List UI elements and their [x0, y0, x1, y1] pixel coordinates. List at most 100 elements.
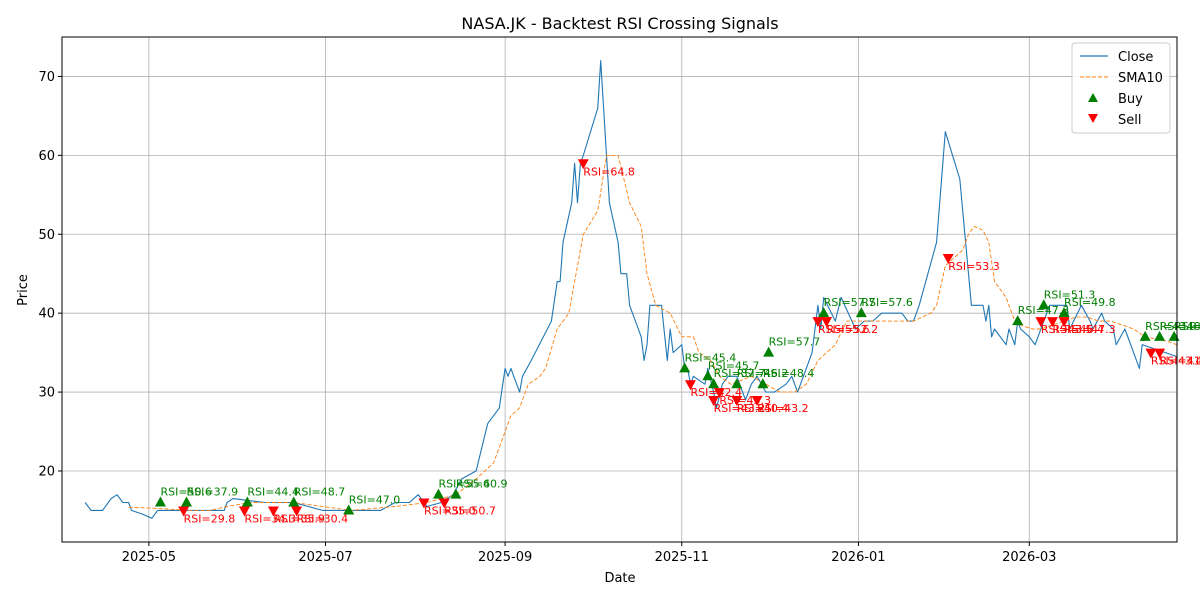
- sell-rsi-label: RSI=53.3: [948, 260, 1000, 273]
- buy-marker: [1154, 330, 1166, 341]
- x-tick-label: 2026-01: [831, 550, 885, 565]
- sell-rsi-label: RSI=29.8: [184, 512, 236, 525]
- buy-marker: [731, 378, 743, 389]
- sell-marker: [713, 388, 725, 399]
- buy-rsi-label: RSI=46.2: [737, 367, 789, 380]
- y-tick-label: 60: [38, 149, 55, 164]
- buy-rsi-label: RSI=45.4: [685, 351, 737, 364]
- buy-marker: [154, 496, 166, 507]
- sell-marker: [577, 159, 589, 170]
- sell-rsi-label: RSI=50.7: [444, 505, 496, 518]
- sell-marker: [267, 506, 279, 517]
- sell-marker: [238, 506, 250, 517]
- buy-marker: [679, 362, 691, 373]
- x-tick-label: 2025-09: [478, 550, 532, 565]
- buy-rsi-label: RSI=50.6: [160, 486, 212, 499]
- buy-rsi-label: RSI=44.4: [247, 486, 299, 499]
- buy-marker: [241, 496, 253, 507]
- legend-box: [1071, 42, 1171, 134]
- sell-marker: [751, 395, 763, 406]
- sell-marker: [942, 253, 954, 264]
- sell-rsi-label: RSI=30.4: [297, 512, 349, 525]
- x-tick-label: 2025-11: [655, 550, 709, 565]
- buy-rsi-label: RSI=49.8: [1064, 296, 1116, 309]
- sell-marker: [1058, 317, 1070, 328]
- sell-rsi-label: RSI=41.7: [1160, 355, 1200, 368]
- buy-rsi-label: RSI=49.7: [1174, 320, 1200, 333]
- legend-sell-label: Sell: [1118, 113, 1141, 128]
- x-axis-label: Date: [604, 571, 635, 586]
- sell-rsi-label: RSI=34.3: [244, 512, 296, 525]
- buy-rsi-label: RSI=37.7: [714, 367, 766, 380]
- buy-marker: [288, 496, 300, 507]
- legend-close-label: Close: [1118, 50, 1153, 65]
- buy-rsi-label: RSI=60.9: [456, 478, 508, 491]
- sell-marker: [812, 317, 824, 328]
- grid-layer: [62, 37, 1177, 542]
- x-tick-label: 2026-03: [1002, 550, 1056, 565]
- buy-marker: [1038, 299, 1050, 310]
- chart-title: NASA.JK - Backtest RSI Crossing Signals: [461, 14, 778, 33]
- buy-rsi-label: RSI=48.0: [1160, 320, 1200, 333]
- buy-rsi-label: RSI=45.7: [708, 359, 760, 372]
- legend-buy-marker: [1088, 93, 1098, 102]
- close-price-line: [84, 60, 1178, 519]
- sell-marker: [178, 506, 190, 517]
- y-tick-label: 50: [38, 228, 55, 243]
- buy-rsi-label: RSI=43.9: [1145, 320, 1197, 333]
- buy-marker: [1139, 330, 1151, 341]
- buy-marker: [763, 346, 775, 357]
- sell-marker: [821, 317, 833, 328]
- sell-rsi-label: RSI=55.6: [818, 323, 870, 336]
- sell-marker: [731, 395, 743, 406]
- buy-marker: [1012, 315, 1024, 326]
- buy-rsi-label: RSI=47.0: [349, 493, 401, 506]
- sell-rsi-label: RSI=64.8: [583, 165, 635, 178]
- sell-rsi-label: RSI=42.4: [690, 386, 742, 399]
- buy-rsi-label: RSI=57.7: [769, 336, 821, 349]
- sell-marker: [708, 395, 720, 406]
- sell-rsi-label: RSI=52.2: [827, 323, 879, 336]
- sell-marker: [438, 498, 450, 509]
- sell-marker: [1046, 317, 1058, 328]
- sell-rsi-label: RSI=46.4: [1052, 323, 1104, 336]
- buy-marker: [1058, 307, 1070, 318]
- buy-marker: [432, 488, 444, 499]
- sell-rsi-label: RSI=35.9: [273, 512, 325, 525]
- sell-rsi-label: RSI=40.4: [737, 402, 789, 415]
- sell-rsi-label: RSI=43.2: [714, 402, 766, 415]
- sell-marker: [1145, 348, 1157, 359]
- buy-rsi-label: RSI=57.6: [861, 296, 913, 309]
- sell-rsi-label: RSI=43.5: [1041, 323, 1093, 336]
- buy-rsi-label: RSI=55.4: [438, 478, 490, 491]
- sell-rsi-label: RSI=43.4: [1151, 355, 1200, 368]
- sell-rsi-label: RSI=35.0: [424, 505, 476, 518]
- sell-marker: [1154, 348, 1166, 359]
- sell-marker: [684, 380, 696, 391]
- buy-marker: [708, 378, 720, 389]
- series-layer: [84, 60, 1178, 519]
- buy-rsi-label: RSI=57.7: [824, 296, 876, 309]
- sell-marker: [1035, 317, 1047, 328]
- x-tick-label: 2025-05: [122, 550, 176, 565]
- buy-rsi-label: RSI=48.7: [294, 486, 346, 499]
- legend-buy-label: Buy: [1118, 92, 1143, 107]
- buy-marker: [702, 370, 714, 381]
- sell-marker: [418, 498, 430, 509]
- buy-rsi-label: RSI=51.3: [1044, 288, 1096, 301]
- buy-rsi-label: RSI=48.4: [763, 367, 815, 380]
- plot-frame: [61, 36, 1178, 543]
- sell-rsi-label: RSI=47.3: [1064, 323, 1116, 336]
- y-tick-label: 30: [38, 386, 55, 401]
- legend: Close SMA10 Buy Sell: [1071, 42, 1171, 134]
- buy-marker: [343, 504, 355, 515]
- x-tick-label: 2025-07: [298, 550, 352, 565]
- sma10-line: [128, 154, 1178, 511]
- buy-rsi-label: RSI=37.9: [187, 486, 239, 499]
- buy-marker: [450, 488, 462, 499]
- y-tick-label: 40: [38, 307, 55, 322]
- y-tick-label: 20: [38, 464, 55, 479]
